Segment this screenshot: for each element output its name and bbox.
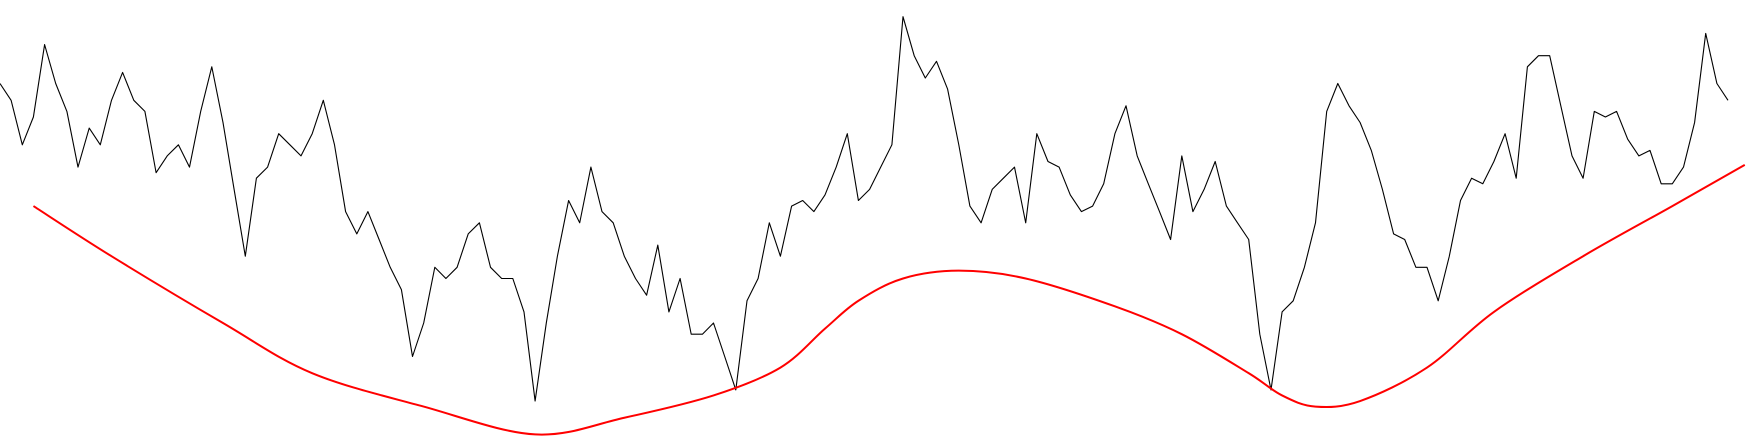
series-line [0, 16, 1729, 402]
trend-line [32, 163, 1746, 436]
